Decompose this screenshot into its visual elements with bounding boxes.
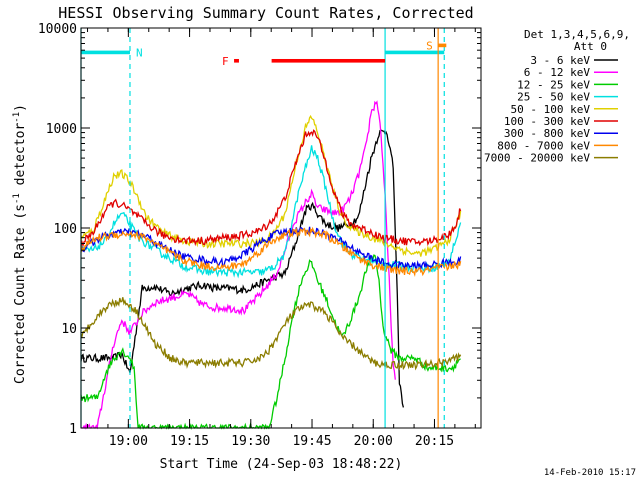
chart-title: HESSI Observing Summary Count Rates, Cor… (58, 4, 473, 22)
y-axis-label-end: ) (13, 104, 28, 112)
x-tick-label: 20:00 (354, 434, 393, 449)
legend-header-line1: Det 1,3,4,5,6,9, (524, 28, 630, 41)
y-axis-label: Corrected Count Rate (s-1 detector-1) (12, 104, 28, 384)
annotation-bar-saa_bar-0 (438, 43, 447, 48)
legend-entry-label: 6 - 12 keV (524, 66, 591, 79)
x-tick-label: 19:15 (170, 434, 209, 449)
y-axis-label-mid: detector (13, 123, 28, 194)
annotation-label-flare_bar: F (222, 55, 229, 68)
series-line-1 (81, 100, 396, 430)
series-line-3 (80, 145, 462, 279)
y-axis-label-main: Corrected Count Rate (s (13, 204, 28, 384)
plot-series-group (80, 100, 462, 431)
x-tick-label: 19:00 (109, 434, 148, 449)
annotation-bar-night_bar-0 (81, 50, 130, 55)
y-tick-label: 100 (54, 222, 77, 237)
footer-date: 14-Feb-2010 15:17 (544, 468, 636, 478)
series-line-8 (80, 297, 462, 371)
legend-entry-label: 7000 - 20000 keV (484, 152, 590, 165)
legend-entry-label: 12 - 25 keV (517, 78, 590, 91)
y-tick-label: 1000 (46, 122, 77, 137)
x-axis-label: Start Time (24-Sep-03 18:48:22) (160, 457, 403, 472)
legend-entry-label: 300 - 800 keV (504, 127, 590, 140)
annotation-bar-flare_bar-0 (234, 58, 239, 63)
annotation-bar-flare_bar-1 (271, 58, 386, 63)
y-axis-label-sup1: -1 (12, 193, 22, 204)
y-tick-label: 1 (69, 422, 77, 437)
x-tick-label: 19:45 (292, 434, 331, 449)
series-line-5 (80, 129, 462, 248)
plot-frame (80, 27, 482, 429)
y-axis-label-sup2: -1 (12, 112, 22, 123)
legend-entry-label: 50 - 100 keV (511, 103, 591, 116)
annotation-label-night_bar: N (136, 46, 143, 59)
legend-header-line2: Att 0 (574, 40, 607, 53)
y-tick-label: 10 (61, 322, 77, 337)
axis-ticks-group: 19:00 19:15 19:30 19:45 20:00 20:15 1 10 100 1000… (38, 22, 481, 449)
x-tick-label: 19:30 (231, 434, 270, 449)
y-tick-label: 10000 (38, 22, 77, 37)
annotation-label-saa_bar: S (426, 39, 433, 52)
legend-entry-label: 3 - 6 keV (530, 54, 590, 67)
legend-entry-label: 800 - 7000 keV (497, 139, 590, 152)
series-line-2 (80, 254, 461, 431)
series-line-7 (80, 226, 462, 277)
legend-entry-label: 25 - 50 keV (517, 91, 590, 104)
annotation-bar-night_bar-1 (385, 50, 445, 55)
legend-entry-label: 100 - 300 keV (504, 115, 590, 128)
x-tick-label: 20:15 (415, 434, 454, 449)
